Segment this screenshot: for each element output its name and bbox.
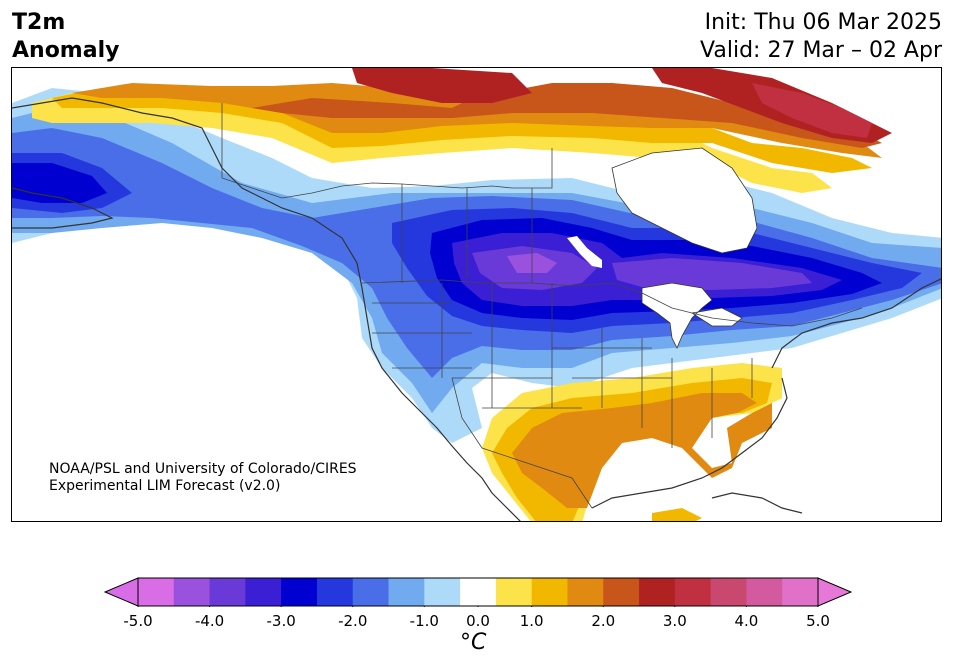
colorbar-tick-label: 2.0 — [591, 612, 616, 630]
colorbar-bin — [782, 578, 819, 606]
colorbar-bin — [245, 578, 282, 606]
colorbar-bin — [603, 578, 640, 606]
colorbar-tick-label: -3.0 — [266, 612, 296, 630]
colorbar-under-arrow — [104, 577, 139, 607]
colorbar-bin — [316, 578, 354, 606]
colorbar-bin — [424, 578, 461, 606]
credit-line1: NOAA/PSL and University of Colorado/CIRE… — [49, 461, 357, 477]
colorbar-tick-label: 0.0 — [466, 612, 490, 630]
colorbar-bin — [209, 578, 246, 606]
colorbar-tick-label: 1.0 — [519, 612, 544, 630]
colorbar-bin — [138, 578, 175, 606]
colorbar — [104, 577, 852, 607]
anomaly-region-warm-red-orange — [252, 83, 882, 148]
map-title-line1: T2m — [12, 10, 66, 35]
colorbar-tick-label: 4.0 — [734, 612, 759, 630]
anomaly-region-blue-6 — [472, 246, 812, 290]
valid-date-label: Valid: 27 Mar – 02 Apr — [700, 38, 942, 63]
lake-winnipeg — [567, 236, 602, 268]
coastlines — [12, 97, 941, 521]
map-title: T2m Anomaly — [12, 9, 119, 65]
colorbar-unit-label: °C — [460, 630, 487, 655]
anomaly-map-canvas — [12, 68, 941, 521]
anomaly-region-warm-yellow — [32, 93, 832, 193]
colorbar-bin — [495, 578, 533, 606]
colorbar-tick-label: -1.0 — [409, 612, 439, 630]
credit-text: NOAA/PSL and University of Colorado/CIRE… — [49, 461, 357, 495]
map-title-line2: Anomaly — [12, 38, 120, 63]
colorbar-tick-label: -2.0 — [338, 612, 368, 630]
colorbar-tick-label: -4.0 — [194, 612, 225, 630]
colorbar-bin — [639, 578, 676, 606]
colorbar-bin — [460, 578, 497, 606]
anomaly-region-warm-orange — [52, 88, 872, 173]
colorbar-bin — [388, 578, 425, 606]
colorbar-tick-label: 3.0 — [662, 612, 687, 630]
anomaly-map — [11, 67, 942, 522]
init-date-label: Init: Thu 06 Mar 2025 — [704, 10, 942, 35]
colorbar-bin — [281, 578, 318, 606]
colorbar-bin — [567, 578, 604, 606]
colorbar-bin — [746, 578, 783, 606]
colorbar-bin — [352, 578, 390, 606]
colorbar-bin — [531, 578, 568, 606]
colorbar-bin — [674, 578, 712, 606]
political-boundaries — [221, 103, 863, 509]
hudson-bay — [611, 147, 758, 254]
colorbar-tick-label: 5.0 — [806, 612, 830, 630]
colorbar-over-arrow — [817, 577, 852, 607]
anomaly-region-warm-crimson — [752, 83, 872, 138]
colorbar-tick-label: -5.0 — [123, 612, 153, 630]
colorbar-bin — [710, 578, 747, 606]
great-lakes — [641, 282, 743, 349]
credit-line2: Experimental LIM Forecast (v2.0) — [49, 478, 281, 494]
forecast-dates: Init: Thu 06 Mar 2025 Valid: 27 Mar – 02… — [700, 9, 942, 65]
colorbar-bin — [173, 578, 211, 606]
anomaly-region-south-dark-orange — [512, 393, 772, 508]
